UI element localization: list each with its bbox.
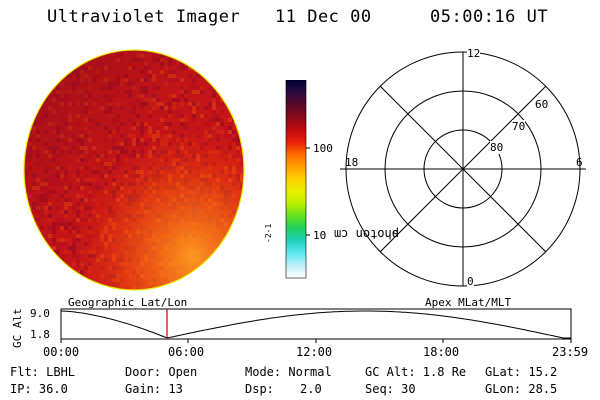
mlt-label-18: 18 (345, 156, 359, 169)
ip-info: IP: 36.0 (10, 382, 68, 396)
glon-info: GLon: 28.5 (485, 382, 558, 396)
earth-disk (24, 50, 244, 290)
apex-title: Apex MLat/MLT (425, 296, 512, 309)
glat-info: GLat: 15.2 (485, 365, 558, 379)
date-label: 11 Dec 00 (275, 7, 372, 27)
mlt-label-0: 0 (467, 275, 474, 288)
time-label: 05:00:16 UT (430, 7, 549, 27)
colorbar-tick-10: 10 (313, 229, 327, 242)
filter-info: Flt: LBHL (10, 365, 76, 379)
altitude-curve (60, 310, 571, 339)
x-tick-1: 06:00 (168, 345, 205, 359)
dsp-value: 2.0 (300, 382, 322, 396)
mlt-label-12: 12 (467, 47, 481, 60)
y-tick-top: 9.0 (30, 307, 50, 320)
y-tick-bottom: 1.8 (30, 328, 50, 341)
dsp-label: Dsp: (245, 382, 274, 396)
gain-info: Gain: 13 (125, 382, 183, 396)
colorbar-tick-100: 100 (313, 142, 333, 155)
gc-alt-info: GC Alt: 1.8 Re (365, 365, 467, 379)
x-tick-3: 18:00 (423, 345, 460, 359)
x-tick-4: 23:59 (552, 345, 589, 359)
instrument-title: Ultraviolet Imager (47, 7, 241, 27)
mlt-label-6: 6 (576, 156, 583, 169)
colorbar (285, 80, 310, 279)
disk-limb (23, 49, 245, 291)
mlat-label-60: 60 (535, 98, 549, 111)
mode-info: Mode: Normal (245, 365, 332, 379)
colorbar-scale (285, 80, 307, 279)
door-info: Door: Open (125, 365, 198, 379)
mlat-label-80: 80 (490, 141, 504, 154)
mlat-label-70: 70 (512, 120, 526, 133)
x-tick-0: 00:00 (43, 345, 80, 359)
polar-mlt-plot (340, 51, 586, 287)
geographic-title: Geographic Lat/Lon (68, 296, 188, 309)
x-tick-2: 12:00 (296, 345, 333, 359)
seq-info: Seq: 30 (365, 382, 416, 396)
